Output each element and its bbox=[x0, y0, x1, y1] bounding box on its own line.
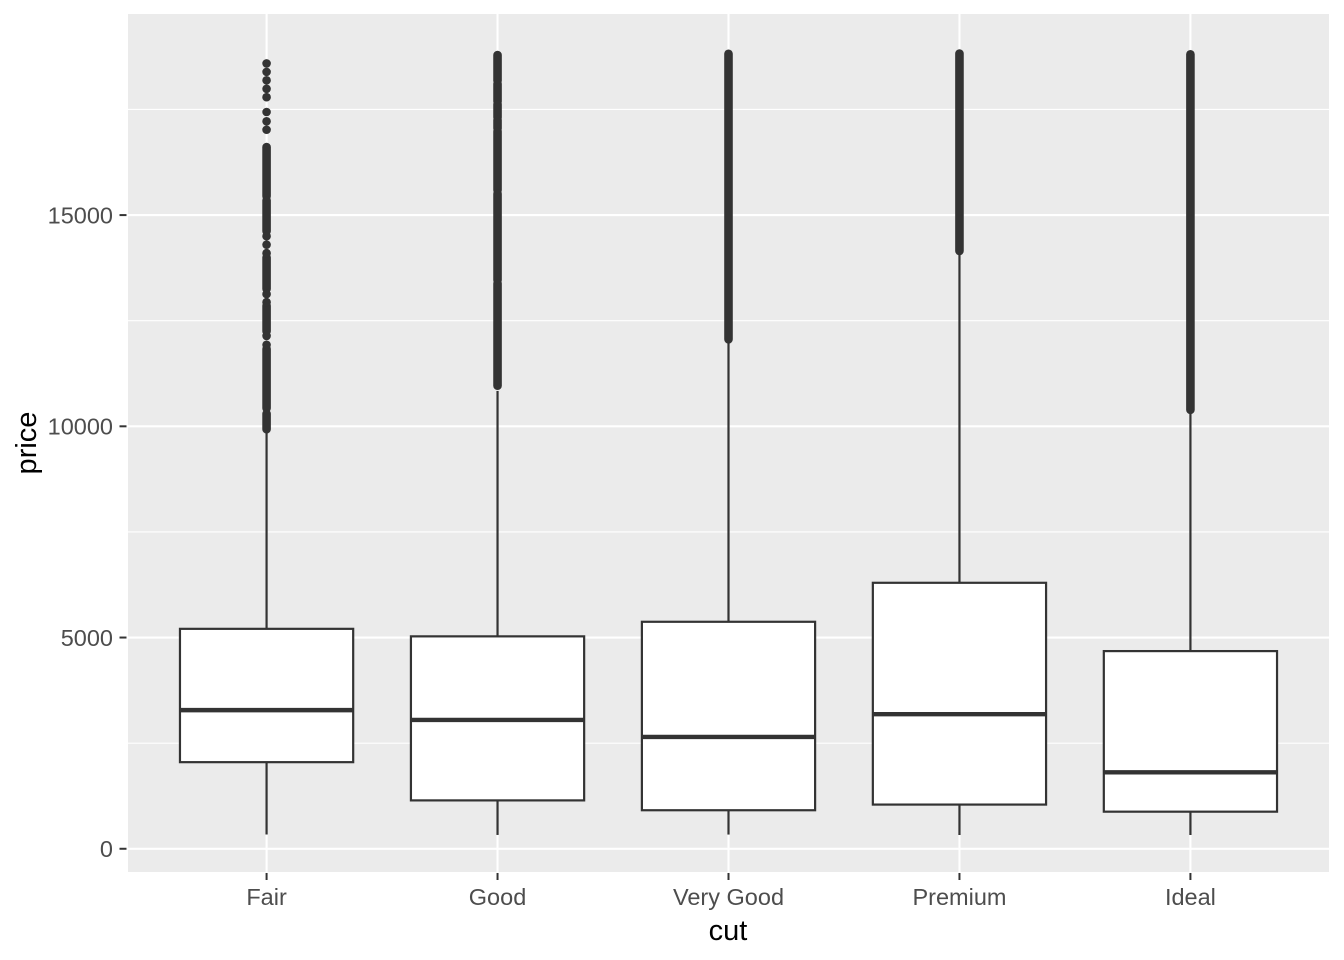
x-tick-label: Very Good bbox=[673, 884, 784, 910]
outlier-dot bbox=[262, 340, 271, 350]
plot-panel: 0 5000 10000 15000 Fair Good Very Good Premium I… bbox=[48, 14, 1329, 910]
outlier-dot bbox=[262, 84, 271, 94]
outlier-dot bbox=[262, 331, 271, 341]
x-tick-label: Fair bbox=[246, 884, 287, 910]
box bbox=[1102, 649, 1279, 813]
x-tick-label: Good bbox=[469, 884, 527, 910]
x-tick-label: Premium bbox=[912, 884, 1006, 910]
y-tick-label: 0 bbox=[100, 836, 113, 862]
outlier-dot bbox=[262, 107, 271, 117]
y-tick-label: 5000 bbox=[61, 625, 113, 651]
outlier-dot bbox=[262, 76, 271, 85]
outlier-dot bbox=[262, 289, 271, 299]
outlier-dot bbox=[262, 297, 271, 307]
outlier-dot bbox=[262, 67, 271, 77]
outlier-dot bbox=[262, 125, 271, 135]
outlier-dot bbox=[262, 92, 271, 102]
outlier-dot bbox=[262, 248, 271, 258]
outlier-dot bbox=[262, 117, 271, 126]
outlier-dot bbox=[262, 240, 271, 249]
y-tick-label: 15000 bbox=[48, 202, 113, 228]
box bbox=[871, 581, 1048, 806]
outlier-dot bbox=[262, 59, 271, 68]
y-tick-label: 10000 bbox=[48, 414, 113, 440]
box bbox=[178, 627, 355, 764]
x-tick-label: Ideal bbox=[1165, 884, 1216, 910]
outlier-dot bbox=[262, 231, 271, 241]
box bbox=[640, 620, 817, 812]
x-axis-title: cut bbox=[709, 915, 748, 947]
y-axis-title: price bbox=[11, 412, 43, 475]
